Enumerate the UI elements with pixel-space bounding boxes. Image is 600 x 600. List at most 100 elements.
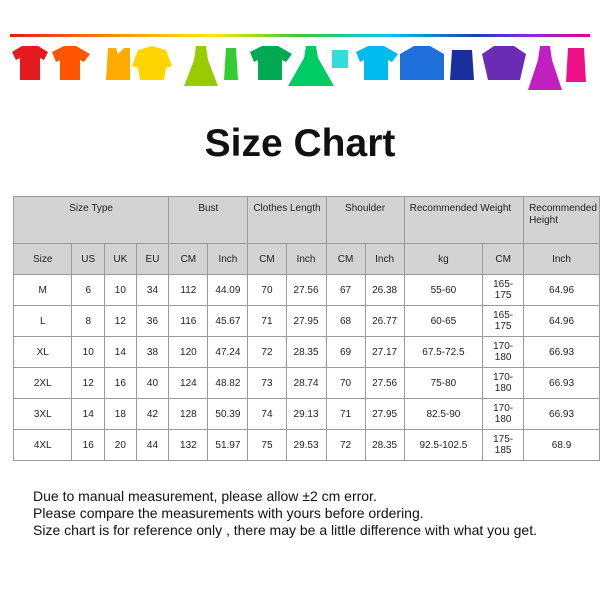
table-row: 2XL 12 16 40 124 48.82 73 28.74 70 27.56 75-80 170-… (12, 367, 600, 399)
table-cell: 20 (104, 429, 137, 461)
table-cell: 44 (135, 429, 170, 461)
sub-header: EU (135, 243, 170, 275)
table-cell: 92.5-102.5 (403, 429, 484, 461)
table-cell: 8 (71, 305, 106, 337)
table-cell: 18 (104, 398, 137, 430)
sub-header: CM (325, 243, 366, 275)
clothes-banner (10, 34, 590, 90)
table-row: 3XL 14 18 42 128 50.39 74 29.13 71 27.95 82.5-90 17… (12, 398, 600, 430)
table-cell: 12 (71, 367, 106, 399)
table-cell: 82.5-90 (403, 398, 484, 430)
table-cell: 28.74 (285, 367, 327, 399)
table-cell: 120 (168, 336, 209, 368)
table-cell: 51.97 (207, 429, 249, 461)
table-cell: 70 (247, 274, 287, 306)
group-header: Recommended Height (523, 196, 600, 244)
sub-header: CM (247, 243, 287, 275)
table-cell: 34 (135, 274, 170, 306)
table-cell: 14 (71, 398, 106, 430)
table-cell: 27.95 (364, 398, 405, 430)
sub-header: CM (482, 243, 525, 275)
rail (10, 34, 590, 37)
note-line: Size chart is for reference only , there… (33, 522, 537, 538)
table-cell: 116 (168, 305, 209, 337)
table-cell: 44.09 (207, 274, 249, 306)
hangers (12, 46, 586, 90)
sub-header-row: Size US UK EU CM Inch CM Inch CM Inch kg CM Inch (12, 243, 600, 275)
table-row: XL 10 14 38 120 47.24 72 28.35 69 27.17 67.5-72.5 1… (12, 336, 600, 368)
note-line: Due to manual measurement, please allow … (33, 488, 377, 504)
table-cell: 29.13 (285, 398, 327, 430)
table-cell: 40 (135, 367, 170, 399)
table-cell: L (12, 305, 73, 337)
table-cell: 66.93 (523, 336, 600, 368)
table-cell: 16 (104, 367, 137, 399)
group-header: Recommended Weight (403, 196, 525, 244)
sub-header: UK (104, 243, 137, 275)
table-cell: 72 (325, 429, 366, 461)
table-row: L 8 12 36 116 45.67 71 27.95 68 26.77 60-65 165-175… (12, 305, 600, 337)
table-row: M 6 10 34 112 44.09 70 27.56 67 26.38 55-60 165-175… (12, 274, 600, 306)
table-cell: 26.38 (364, 274, 405, 306)
table-cell: 170-180 (482, 367, 525, 399)
group-header: Shoulder (325, 196, 405, 244)
table-cell: 10 (104, 274, 137, 306)
table-cell: 55-60 (403, 274, 484, 306)
table-cell: 60-65 (403, 305, 484, 337)
table-cell: 165-175 (482, 305, 525, 337)
table-cell: 27.95 (285, 305, 327, 337)
note-line: Please compare the measurements with you… (33, 505, 424, 521)
table-cell: 48.82 (207, 367, 249, 399)
table-cell: 29.53 (285, 429, 327, 461)
table-cell: 27.17 (364, 336, 405, 368)
table-cell: 42 (135, 398, 170, 430)
table-cell: 12 (104, 305, 137, 337)
table-cell: 16 (71, 429, 106, 461)
table-cell: 71 (247, 305, 287, 337)
table-cell: 47.24 (207, 336, 249, 368)
table-cell: 14 (104, 336, 137, 368)
table-cell: 50.39 (207, 398, 249, 430)
table-cell: 3XL (12, 398, 73, 430)
sub-header: US (71, 243, 106, 275)
table-cell: 67.5-72.5 (403, 336, 484, 368)
table-cell: 73 (247, 367, 287, 399)
table-cell: 27.56 (285, 274, 327, 306)
title: Size Chart (204, 122, 396, 165)
table-cell: 4XL (12, 429, 73, 461)
table-cell: 38 (135, 336, 170, 368)
table-cell: 170-180 (482, 398, 525, 430)
table-cell: 69 (325, 336, 366, 368)
table-cell: 64.96 (523, 305, 600, 337)
sub-header: Inch (523, 243, 600, 275)
sub-header: kg (403, 243, 484, 275)
table-cell: 71 (325, 398, 366, 430)
table-cell: 67 (325, 274, 366, 306)
table-cell: 170-180 (482, 336, 525, 368)
table-cell: 26.77 (364, 305, 405, 337)
table-cell: 165-175 (482, 274, 525, 306)
group-header: Clothes Length (247, 196, 327, 244)
table-row: 4XL 16 20 44 132 51.97 75 29.53 72 28.35 92.5-102.… (12, 429, 600, 461)
table-cell: 72 (247, 336, 287, 368)
group-header: Bust (168, 196, 249, 244)
table-cell: M (12, 274, 73, 306)
table-cell: 132 (168, 429, 209, 461)
table-cell: 70 (325, 367, 366, 399)
sub-header: Size (12, 243, 73, 275)
table-cell: 27.56 (364, 367, 405, 399)
table-cell: 75 (247, 429, 287, 461)
table-cell: 64.96 (523, 274, 600, 306)
group-header: Size Type (12, 196, 170, 244)
table-cell: 28.35 (364, 429, 405, 461)
notes: Due to manual measurement, please allow … (33, 488, 537, 539)
table-cell: 66.93 (523, 398, 600, 430)
table-cell: 75-80 (403, 367, 484, 399)
table-cell: 68.9 (523, 429, 600, 461)
table-cell: 128 (168, 398, 209, 430)
sub-header: Inch (285, 243, 327, 275)
table-cell: 45.67 (207, 305, 249, 337)
table-cell: 6 (71, 274, 106, 306)
table-cell: 124 (168, 367, 209, 399)
